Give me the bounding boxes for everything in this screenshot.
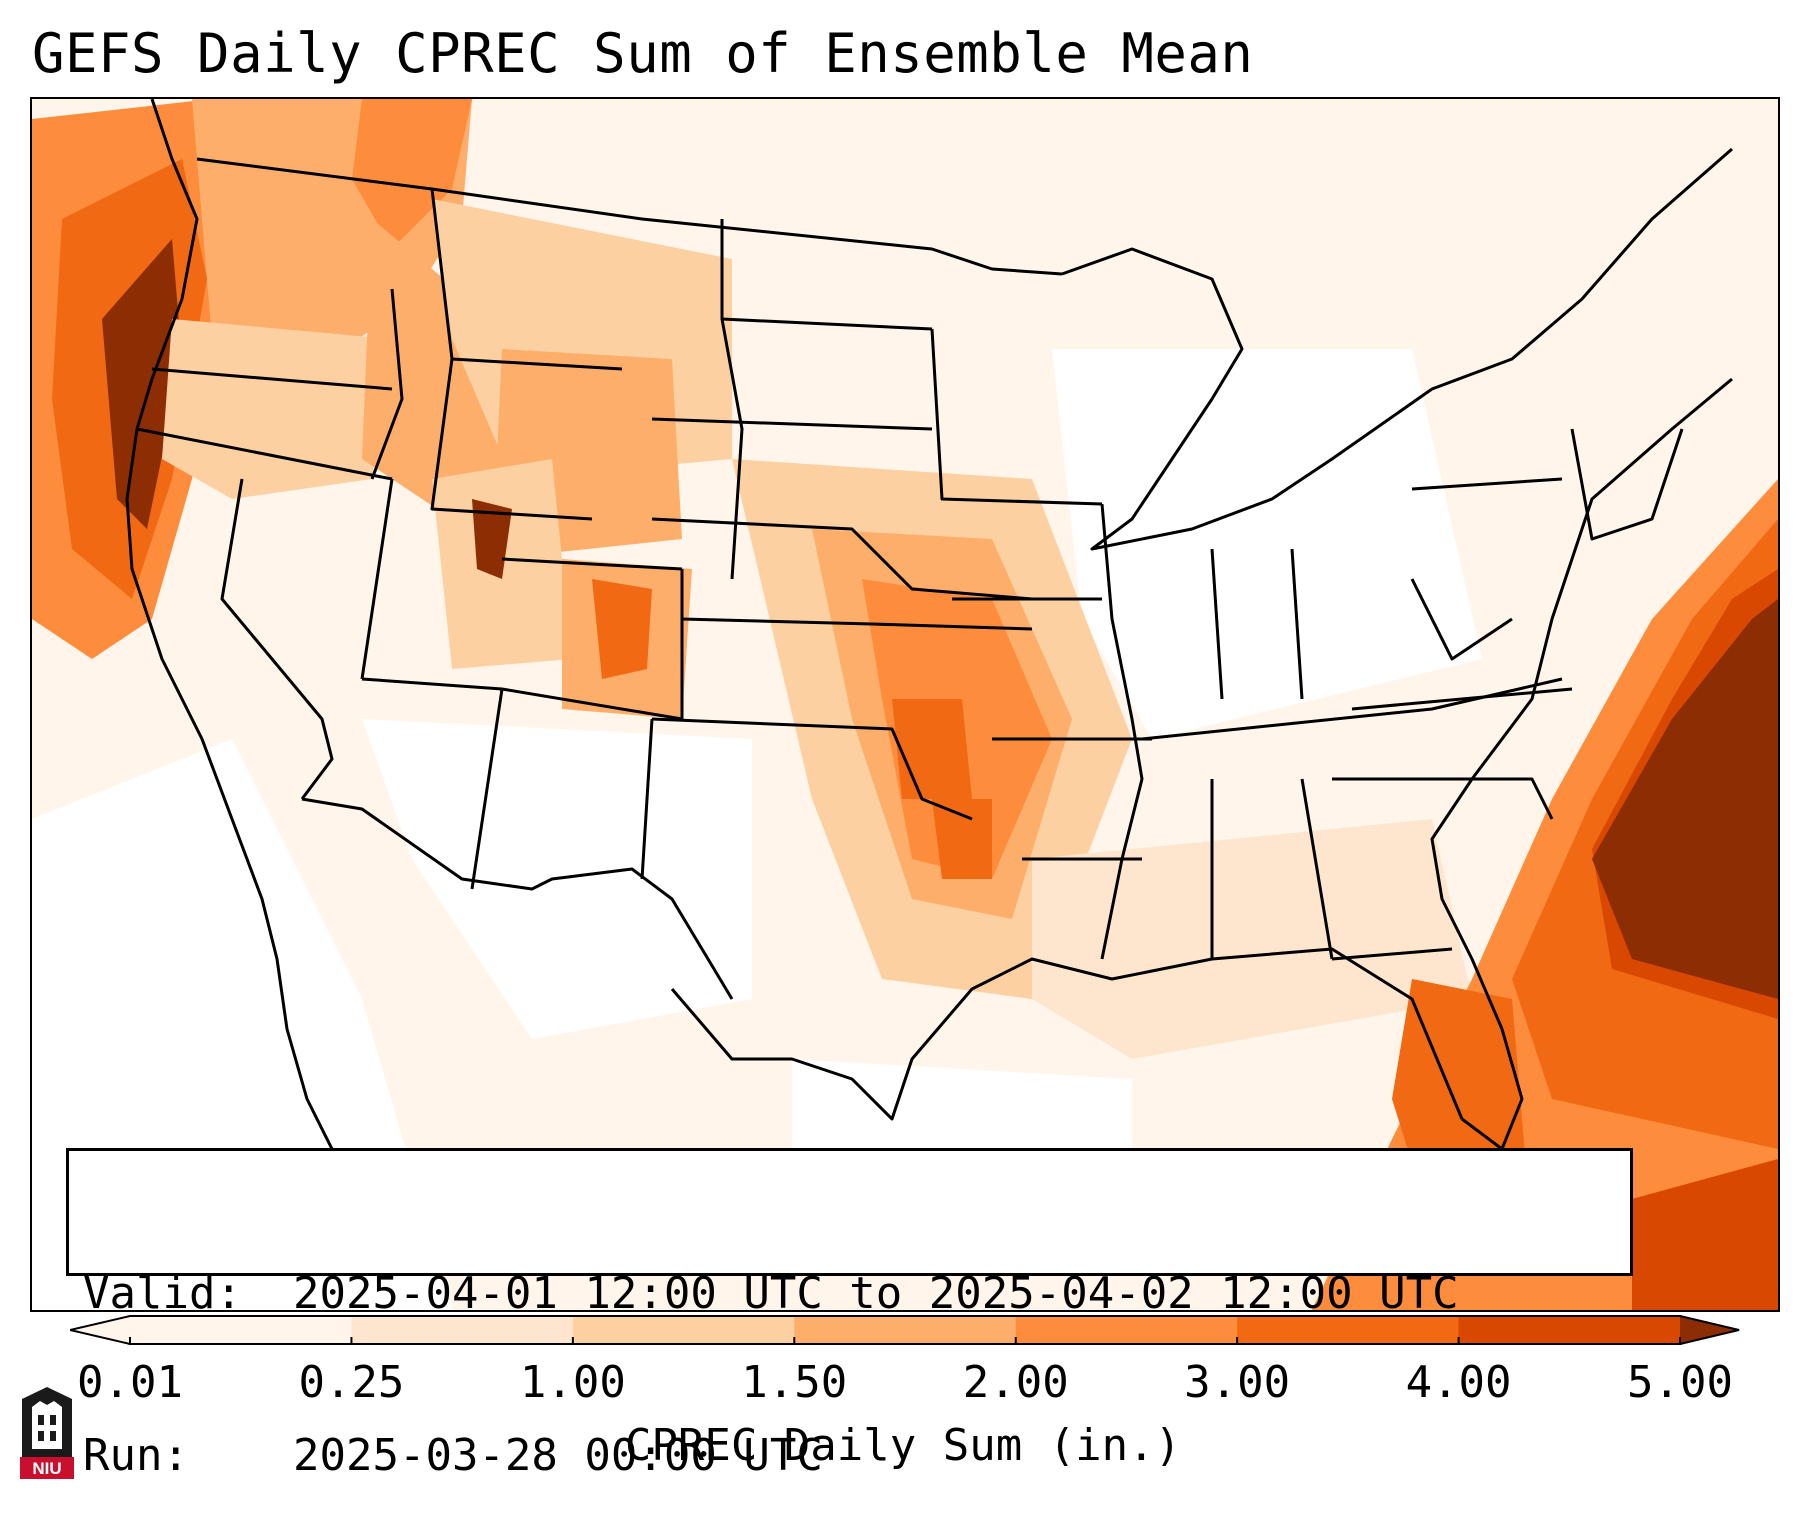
colorbar-bin [794, 1315, 1017, 1345]
colorbar-tick-label: 1.00 [519, 1357, 626, 1408]
colorbar-tick-label: 4.00 [1405, 1357, 1512, 1408]
border-or-ca-nv [136, 427, 393, 481]
logo-window [38, 1415, 44, 1425]
border-il-in [1210, 548, 1224, 700]
precip-area-atlantic-peak [1592, 599, 1778, 999]
coastline-west [125, 99, 364, 1200]
border-canada [196, 157, 1063, 276]
border-carolinas [1332, 777, 1554, 820]
colorbar-tick-label: 1.50 [741, 1357, 848, 1408]
border-ga-al [1300, 778, 1334, 960]
border-new-england [1570, 428, 1684, 541]
precip-area-washington-core [352, 99, 472, 249]
colorbar-bin [1237, 1315, 1460, 1345]
precip-map[interactable] [32, 99, 1778, 1310]
valid-run-info-box: Valid: 2025-04-01 12:00 UTC to 2025-04-02… [66, 1148, 1633, 1481]
colorbar-extend-low [70, 1315, 130, 1345]
border-mississippi [1100, 503, 1144, 960]
page-title: GEFS Daily CPREC Sum of Ensemble Mean [32, 22, 1254, 85]
run-time-line: Run: 2025-03-28 00:00 UTC [83, 1429, 1616, 1483]
colorbar-extend-high [1680, 1315, 1740, 1345]
border-mexico [301, 797, 734, 1000]
valid-time-line: Valid: 2025-04-01 12:00 UTC to 2025-04-02… [83, 1267, 1616, 1321]
border-mn-ia [930, 328, 1103, 506]
logo-window [50, 1431, 56, 1441]
border-wy-co [501, 557, 683, 571]
border-pa-ny [1411, 477, 1563, 491]
border-id-wy-ut [430, 358, 593, 521]
valid-label: Valid: [83, 1268, 242, 1319]
border-oh-in [1290, 548, 1304, 700]
border-wa-or [151, 367, 393, 391]
precip-area-colorado-core [592, 579, 652, 679]
precip-fill-layer [32, 99, 1778, 1310]
border-ne-ks [651, 517, 1033, 601]
colorbar-tick-label: 0.01 [77, 1357, 183, 1408]
niu-logo-icon: NIU [20, 1387, 74, 1479]
state-borders-layer [125, 99, 1733, 1200]
precip-area-oklahoma-core [932, 799, 992, 879]
border-nm-tx [640, 718, 654, 880]
colorbar-bin [1458, 1315, 1681, 1345]
precip-area-kansas-core [892, 699, 972, 799]
logo-banner [20, 1457, 74, 1479]
colorbar-tick-label: 2.00 [962, 1357, 1069, 1408]
border-id-west [370, 288, 404, 480]
map-panel[interactable] [30, 97, 1780, 1312]
coastline-east [1430, 377, 1733, 1151]
logo-window [50, 1415, 56, 1425]
border-sd-ne [651, 417, 933, 431]
colorbar-tick-label: 0.25 [298, 1357, 405, 1408]
border-dakotas [720, 219, 744, 580]
precip-area-pacific-coast-peak [102, 239, 182, 529]
logo-window [38, 1431, 44, 1441]
colorbar-tick-label: 3.00 [1184, 1357, 1291, 1408]
colorbar-tick-label: 5.00 [1627, 1357, 1733, 1408]
precip-area-idaho [362, 219, 532, 519]
valid-value: 2025-04-01 12:00 UTC to 2025-04-02 12:00… [293, 1268, 1459, 1319]
colorbar-bin [572, 1315, 795, 1345]
precip-area-oregon [162, 319, 392, 499]
coastline-gulf [670, 947, 1464, 1121]
border-ks-ok [681, 617, 1033, 631]
border-nd-sd [721, 317, 933, 331]
border-nv-ut [360, 478, 394, 680]
border-tn-ky [1141, 677, 1563, 741]
run-value: 2025-03-28 00:00 UTC [293, 1430, 823, 1481]
colorbar-label: CPREC Daily Sum (in.) [624, 1420, 1182, 1471]
colorbar-bin [351, 1315, 574, 1345]
logo-text: NIU [32, 1459, 61, 1478]
border-nv-ca [220, 478, 334, 800]
precip-area-south-central [1032, 819, 1472, 1059]
precip-area-caribbean [1632, 1159, 1778, 1310]
colorbar [70, 1315, 1740, 1345]
great-lakes-shore [1061, 147, 1733, 551]
border-fl-ga [1331, 947, 1453, 961]
border-az-nm [470, 688, 504, 890]
logo-tower [32, 1401, 62, 1449]
border-va-nc [1351, 687, 1573, 711]
run-label: Run: [83, 1430, 189, 1481]
colorbar-bin [130, 1315, 352, 1345]
border-ok-tx [651, 717, 973, 821]
colorbar-bin [1015, 1315, 1238, 1345]
precip-area-midwest-clear [1052, 349, 1482, 739]
border-wv-va [1410, 578, 1513, 661]
